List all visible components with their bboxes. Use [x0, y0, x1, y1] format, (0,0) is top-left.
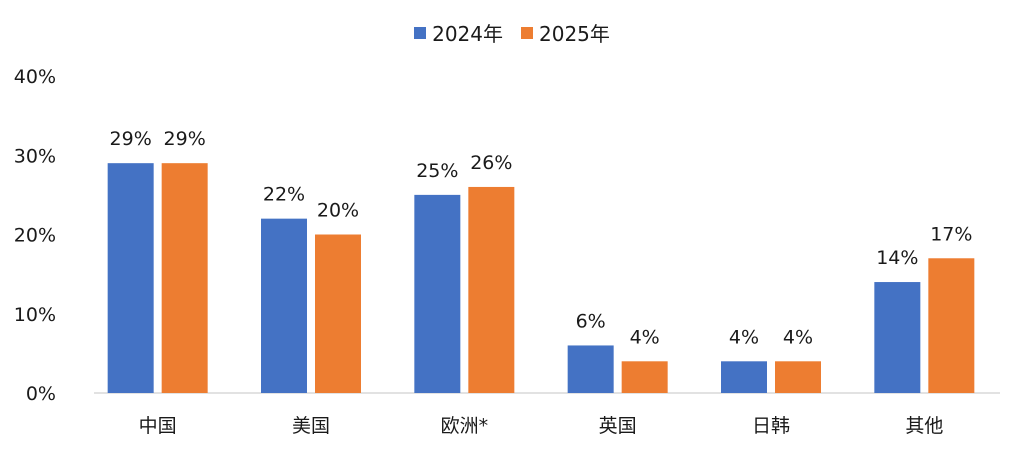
- data-label: 26%: [470, 152, 512, 174]
- legend-label-2024: 2024年: [432, 22, 503, 46]
- legend-swatch-2024: [414, 26, 427, 39]
- x-tick-label: 其他: [905, 415, 943, 437]
- y-tick-label: 0%: [26, 383, 56, 405]
- x-tick-label: 日韩: [752, 415, 790, 437]
- data-label: 4%: [630, 326, 660, 348]
- x-tick-label: 英国: [599, 415, 637, 437]
- bar-2024年-日韩: [721, 361, 767, 393]
- data-label: 4%: [783, 326, 813, 348]
- x-tick-label: 欧洲*: [441, 415, 489, 437]
- bar-2025年-其他: [928, 258, 975, 393]
- y-tick-label: 40%: [14, 66, 56, 88]
- bar-2024年-美国: [261, 218, 307, 393]
- data-label: 20%: [317, 200, 359, 222]
- legend-label-2025: 2025年: [539, 22, 610, 46]
- legend: 2024年 2025年: [0, 18, 1024, 47]
- bar-2024年-中国: [107, 163, 154, 393]
- legend-item-2025: 2025年: [521, 18, 610, 47]
- data-label: 4%: [729, 326, 759, 348]
- bar-2025年-英国: [621, 361, 668, 393]
- bar-2024年-欧洲*: [414, 194, 461, 393]
- data-label: 29%: [110, 128, 152, 150]
- bar-2025年-欧洲*: [468, 186, 515, 393]
- bar-2024年-英国: [567, 345, 614, 393]
- data-label: 17%: [930, 223, 972, 245]
- data-label: 25%: [416, 160, 458, 182]
- y-tick-label: 10%: [14, 304, 56, 326]
- x-tick-label: 美国: [292, 415, 330, 437]
- bar-2025年-中国: [161, 163, 208, 393]
- bar-2025年-美国: [315, 234, 361, 393]
- data-label: 29%: [164, 128, 206, 150]
- data-label: 14%: [876, 247, 918, 269]
- data-label: 22%: [263, 184, 305, 206]
- bar-2024年-其他: [874, 282, 921, 393]
- legend-item-2024: 2024年: [414, 18, 503, 47]
- bar-2025年-日韩: [775, 361, 821, 393]
- y-tick-label: 20%: [14, 225, 56, 247]
- data-label: 6%: [576, 310, 606, 332]
- y-tick-label: 30%: [14, 145, 56, 167]
- x-tick-label: 中国: [139, 415, 177, 437]
- legend-swatch-2025: [521, 26, 533, 39]
